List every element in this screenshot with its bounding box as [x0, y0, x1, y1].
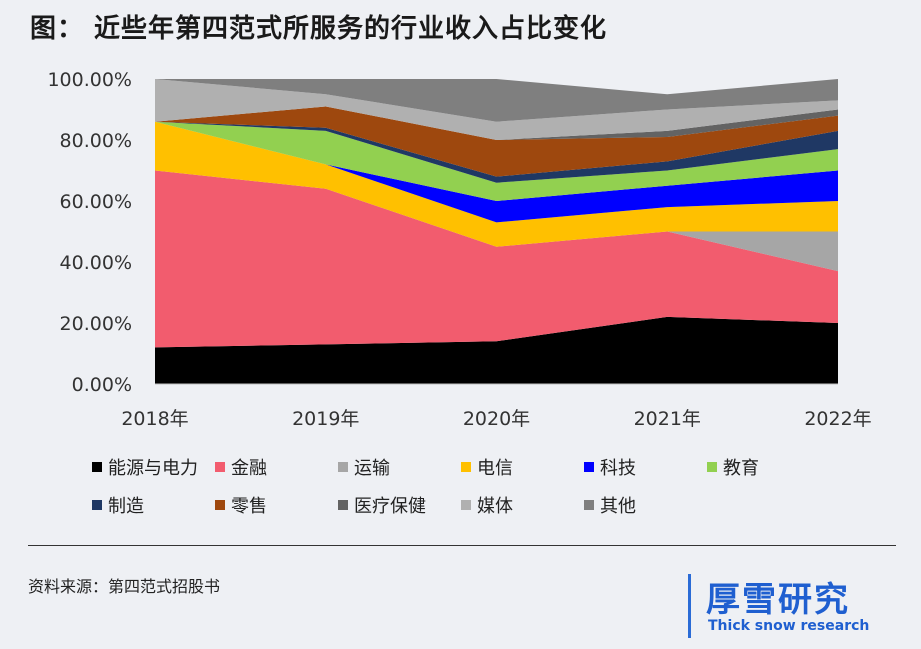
source-note: 资料来源：第四范式招股书	[28, 577, 221, 596]
legend-item: 制造	[92, 493, 215, 517]
legend-item: 媒体	[461, 493, 584, 517]
legend-label: 其他	[600, 496, 636, 517]
area-series-1	[155, 316, 838, 384]
legend-label: 科技	[600, 458, 636, 479]
legend-label: 医疗保健	[354, 496, 426, 517]
brand-name: 厚雪研究	[706, 580, 850, 620]
x-tick-label: 2018年	[121, 408, 188, 430]
legend-item: 能源与电力	[92, 455, 215, 479]
legend-swatch	[584, 462, 594, 472]
divider	[28, 545, 896, 546]
legend-item: 电信	[461, 455, 584, 479]
brand-subtitle: Thick snow research	[708, 618, 870, 634]
legend-swatch	[92, 462, 102, 472]
legend-label: 金融	[231, 458, 267, 479]
legend-swatch	[92, 500, 102, 510]
legend-label: 能源与电力	[108, 458, 198, 479]
area-series-7	[155, 121, 838, 183]
legend-label: 媒体	[477, 496, 513, 517]
legend-swatch	[215, 500, 225, 510]
legend-item: 医疗保健	[338, 493, 461, 517]
x-tick-label: 2022年	[804, 408, 871, 430]
y-tick-label: 20.00%	[60, 313, 132, 335]
area-series-6	[155, 121, 838, 201]
legend-label: 电信	[477, 458, 513, 479]
brand-logo: 厚雪研究 Thick snow research	[688, 572, 913, 638]
area-series-5	[155, 121, 838, 223]
chart-title: 图： 近些年第四范式所服务的行业收入占比变化	[30, 14, 608, 44]
area-series-11	[155, 79, 838, 122]
legend-label: 运输	[354, 458, 390, 479]
legend-swatch	[215, 462, 225, 472]
legend-swatch	[461, 500, 471, 510]
legend-swatch	[338, 500, 348, 510]
y-tick-label: 40.00%	[60, 252, 132, 274]
y-tick-label: 60.00%	[60, 191, 132, 213]
legend-item: 零售	[215, 493, 338, 517]
legend-item: 科技	[584, 455, 707, 479]
legend-label: 零售	[231, 496, 267, 517]
legend-item: 运输	[338, 455, 461, 479]
legend-swatch	[707, 462, 717, 472]
brand-bar	[688, 574, 691, 638]
stacked-area-chart: 0.00% 20.00% 40.00% 60.00% 80.00% 100.00% 2018…	[47, 69, 871, 430]
legend-item: 金融	[215, 455, 338, 479]
legend-swatch	[338, 462, 348, 472]
y-tick-label: 0.00%	[72, 374, 132, 396]
area-series-2	[155, 170, 838, 348]
chart-legend: 能源与电力 金融 运输 电信 科技 教育制造 零售 医疗保健 媒体 其他	[92, 455, 872, 517]
legend-label: 制造	[108, 496, 144, 517]
x-tick-label: 2021年	[634, 408, 701, 430]
legend-item: 教育	[707, 455, 830, 479]
area-series-8	[155, 106, 838, 177]
area-series-4	[155, 121, 838, 247]
legend-swatch	[584, 500, 594, 510]
y-tick-label: 80.00%	[60, 130, 132, 152]
legend-swatch	[461, 462, 471, 472]
x-tick-label: 2019年	[292, 408, 359, 430]
y-tick-label: 100.00%	[47, 69, 132, 91]
legend-item: 其他	[584, 493, 707, 517]
x-tick-label: 2020年	[463, 408, 530, 430]
legend-label: 教育	[723, 458, 759, 479]
area-series-9	[155, 106, 838, 140]
